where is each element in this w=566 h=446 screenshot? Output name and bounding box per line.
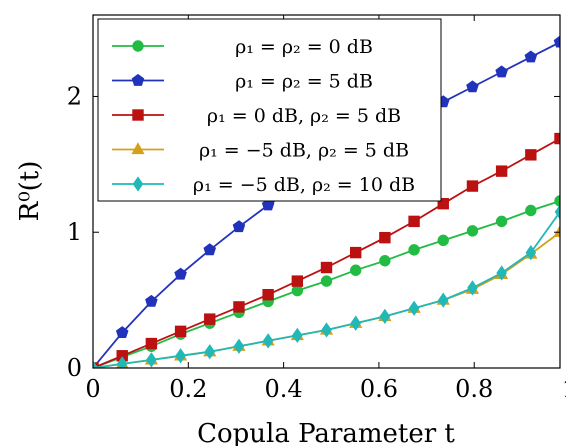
series-3-point	[379, 231, 391, 244]
series-4	[93, 224, 560, 368]
series-2-point	[261, 198, 275, 211]
series-2-point	[145, 294, 158, 307]
series-1	[93, 195, 560, 368]
tick-layer: 0 0.2 0.4 0.6 0.8 1 0 1 2	[67, 15, 566, 403]
series-5-point	[146, 352, 157, 368]
series-3-point	[525, 149, 537, 161]
legend-label: ρ₁ = −5 dB, ρ₂ = 10 dB	[193, 174, 415, 196]
series-1-point	[320, 275, 333, 287]
legend-items: ρ₁ = ρ₂ = 0 dB ρ₁ = ρ₂ = 5 dB ρ₁ = 0 dB, ρ…	[112, 36, 415, 196]
y-tick-label: 0	[67, 354, 82, 382]
x-axis-label: Copula Parameter t	[197, 419, 455, 446]
legend-label: ρ₁ = ρ₂ = 0 dB	[235, 36, 373, 58]
series-3-point	[320, 261, 333, 274]
legend-marker	[131, 73, 145, 86]
series-3-point	[495, 165, 508, 177]
series-4-point	[553, 224, 560, 237]
plot-area-frame	[92, 14, 561, 369]
series-3-point	[145, 337, 158, 350]
y-axis-label: R⁰(t)	[15, 161, 45, 222]
series-5-point	[554, 204, 560, 220]
x-tick-label: 1	[562, 375, 566, 403]
series-5-point	[467, 280, 478, 296]
legend-marker	[131, 142, 145, 155]
series-5-point	[525, 244, 537, 261]
series-1-point	[408, 244, 420, 256]
legend-entry: ρ₁ = −5 dB, ρ₂ = 5 dB	[112, 140, 409, 162]
series-1-point	[350, 264, 362, 276]
series-3-point	[233, 301, 245, 313]
x-tick-label: 0.2	[169, 375, 207, 403]
series-5-point	[233, 338, 245, 354]
legend-marker	[132, 109, 144, 121]
series-5-point	[116, 356, 128, 368]
series-3-point	[437, 198, 449, 210]
series-5-point	[175, 348, 186, 364]
series-1-point	[495, 215, 508, 228]
series-2-point	[174, 267, 187, 280]
series-5-point	[204, 344, 216, 360]
series-2-point	[466, 80, 479, 93]
series-1-point	[379, 255, 391, 267]
x-tick-label: 0.4	[265, 375, 303, 403]
series-5-point	[379, 308, 391, 325]
series-3-point	[262, 288, 274, 301]
series-2-point	[524, 50, 538, 63]
series-1-point	[291, 284, 304, 297]
legend-box	[97, 18, 442, 202]
legend-entry: ρ₁ = −5 dB, ρ₂ = 10 dB	[112, 174, 415, 196]
series-1-point	[525, 204, 537, 217]
y-tick-label: 1	[67, 218, 82, 246]
legend-marker	[132, 40, 144, 52]
legend-entry: ρ₁ = ρ₂ = 5 dB	[112, 71, 373, 93]
series-2-point	[495, 65, 508, 78]
series-3-point	[174, 325, 187, 338]
series-3-point	[466, 180, 479, 192]
legend-label: ρ₁ = 0 dB, ρ₂ = 5 dB	[207, 105, 401, 127]
series-5	[93, 204, 560, 368]
series-2-point	[115, 326, 129, 339]
x-tick-label: 0	[85, 375, 100, 403]
series-5-point	[496, 265, 507, 281]
series-5-point	[350, 315, 361, 331]
series-5-point	[321, 322, 332, 338]
series-2-point	[232, 220, 246, 233]
series-3-point	[350, 246, 362, 259]
legend-entry: ρ₁ = 0 dB, ρ₂ = 5 dB	[112, 105, 401, 127]
legend-label: ρ₁ = ρ₂ = 5 dB	[235, 71, 373, 93]
x-tick-label: 0.6	[360, 375, 398, 403]
series-1-point	[437, 234, 449, 247]
y-tick-label: 2	[67, 82, 82, 110]
series-3-point	[204, 313, 216, 325]
series-3-point	[408, 215, 420, 228]
series-2-point	[553, 35, 560, 48]
series-5-point	[93, 360, 99, 368]
series-3-point	[291, 275, 304, 287]
x-tick-label: 0.8	[455, 375, 493, 403]
series-1-point	[466, 225, 479, 237]
series-5-point	[292, 327, 303, 344]
series-4-line	[93, 231, 560, 368]
legend: ρ₁ = ρ₂ = 0 dB ρ₁ = ρ₂ = 5 dB ρ₁ = 0 dB, ρ…	[97, 18, 442, 202]
series-5-point	[262, 333, 274, 349]
series-5-point	[408, 300, 420, 316]
legend-label: ρ₁ = −5 dB, ρ₂ = 5 dB	[199, 140, 409, 162]
series-2-point	[203, 243, 217, 256]
series-layer	[93, 35, 560, 368]
series-5-point	[437, 292, 449, 308]
legend-marker	[132, 176, 144, 192]
legend-entry: ρ₁ = ρ₂ = 0 dB	[112, 36, 373, 58]
